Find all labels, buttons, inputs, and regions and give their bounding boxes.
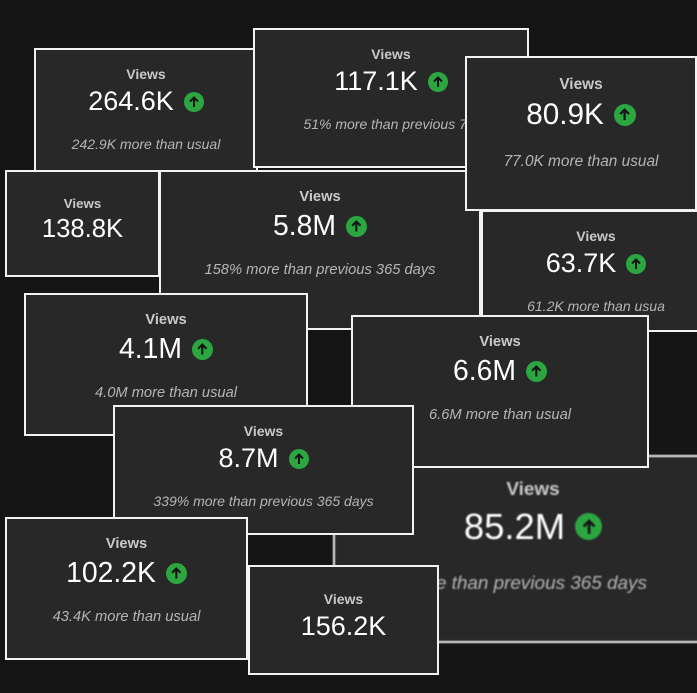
card-value: 117.1K xyxy=(334,66,418,96)
card-label: Views xyxy=(243,423,284,439)
up-arrow-icon xyxy=(192,338,213,360)
card-value: 80.9K xyxy=(526,97,604,131)
card-note: 242.9K more than usual xyxy=(71,136,221,152)
card-label: Views xyxy=(506,478,560,500)
card-note: 339% more than previous 365 days xyxy=(153,493,374,509)
card-note: 51% more than previous 7 d xyxy=(303,116,479,132)
value-row: 8.7M xyxy=(115,443,412,474)
stat-card: Views 80.9K 77.0K more than usual xyxy=(465,56,697,211)
arrow xyxy=(189,95,199,107)
card-note: 6.6M more than usual xyxy=(428,407,572,424)
card-label: Views xyxy=(105,535,148,552)
card-label: Views xyxy=(299,188,341,205)
stat-card: Views 102.2K 43.4K more than usual xyxy=(5,517,248,660)
card-value: 138.8K xyxy=(41,215,124,244)
card-note: 43.4K more than usual xyxy=(52,609,201,626)
value-row: 85.2M xyxy=(335,506,697,548)
card-note: 61.2K more than usua xyxy=(527,298,665,314)
up-arrow-icon xyxy=(626,253,647,274)
up-arrow-icon xyxy=(613,103,636,126)
stat-card: Views 156.2K xyxy=(248,565,439,675)
arrow xyxy=(631,257,641,269)
card-value: 6.6M xyxy=(452,354,516,387)
up-arrow-icon xyxy=(427,71,448,92)
card-label: Views xyxy=(479,333,521,350)
arrow xyxy=(293,452,304,464)
card-label: Views xyxy=(145,311,187,328)
arrow xyxy=(197,343,208,355)
card-label: Views xyxy=(126,66,166,82)
up-arrow-icon xyxy=(346,215,367,237)
value-row: 138.8K xyxy=(7,215,158,244)
card-label: Views xyxy=(576,228,616,244)
value-row: 102.2K xyxy=(7,557,246,590)
card-label: Views xyxy=(323,591,364,607)
card-note: ore than previous 365 days xyxy=(419,573,647,595)
card-note: 77.0K more than usual xyxy=(503,152,659,170)
card-value: 5.8M xyxy=(272,209,336,242)
card-value: 63.7K xyxy=(545,248,617,278)
value-row: 156.2K xyxy=(250,611,437,642)
stat-card: Views 138.8K xyxy=(5,170,160,277)
card-label: Views xyxy=(559,75,603,93)
value-row: 5.8M xyxy=(161,210,479,243)
up-arrow-icon xyxy=(183,91,204,112)
arrow xyxy=(619,108,630,121)
stat-card: Views 63.7K 61.2K more than usua xyxy=(481,210,697,332)
arrow xyxy=(582,518,595,534)
arrow xyxy=(531,365,542,377)
card-note: 158% more than previous 365 days xyxy=(204,262,436,279)
card-value: 264.6K xyxy=(88,86,174,116)
value-row: 80.9K xyxy=(467,98,695,132)
up-arrow-icon xyxy=(165,562,187,584)
arrow xyxy=(351,220,362,232)
arrow xyxy=(171,567,182,579)
stat-card: Views 8.7M 339% more than previous 365 day… xyxy=(113,405,414,535)
card-value: 85.2M xyxy=(463,505,566,547)
card-value: 4.1M xyxy=(118,332,182,365)
up-arrow-icon xyxy=(575,513,603,541)
card-note: 4.0M more than usual xyxy=(94,385,238,402)
up-arrow-icon xyxy=(526,360,547,382)
card-label: Views xyxy=(371,46,411,62)
up-arrow-icon xyxy=(288,448,309,469)
card-value: 156.2K xyxy=(300,611,387,641)
card-value: 102.2K xyxy=(66,556,156,589)
card-label: Views xyxy=(63,196,102,212)
arrow xyxy=(433,75,443,87)
value-row: 63.7K xyxy=(483,248,697,279)
value-row: 4.1M xyxy=(26,333,306,366)
card-value: 8.7M xyxy=(218,443,279,473)
stat-card: Views 264.6K 242.9K more than usual xyxy=(34,48,258,173)
value-row: 6.6M xyxy=(353,355,647,388)
value-row: 264.6K xyxy=(36,86,256,117)
value-row: 117.1K xyxy=(255,66,527,97)
